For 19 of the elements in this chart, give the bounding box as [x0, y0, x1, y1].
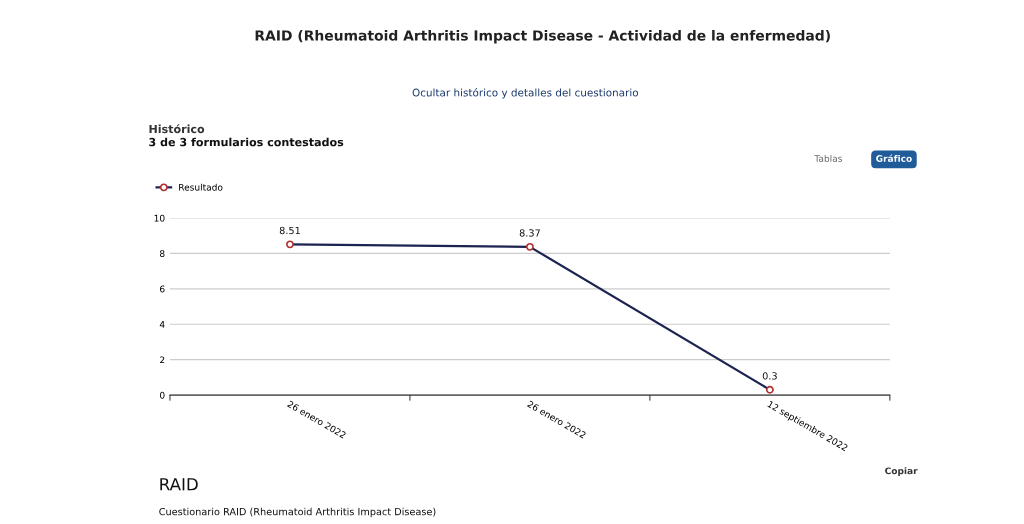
text: Cuestionario RAID (Rheumatoid Arthritis Impact Disease) — [159, 507, 436, 518]
y-tick-label: 10 — [154, 214, 165, 222]
y-tick-label: 4 — [159, 321, 165, 328]
chart-title: RAID (Rheumatoid Arthritis Impact Disease - Actividad de la enfermedad) — [255, 29, 830, 44]
text: Copiar — [885, 467, 918, 476]
chart-subtitle: Histórico — [149, 124, 205, 134]
y-tick-label: 2 — [160, 356, 165, 364]
text: 3 de 3 formularios contestados — [149, 137, 344, 147]
data-label: 0.3 — [762, 372, 777, 380]
text: Tablas — [814, 154, 842, 162]
y-tick-label: 8 — [159, 250, 165, 257]
y-tick-label: 6 — [160, 285, 165, 293]
text: Ocultar histórico y detalles del cuestionario — [412, 88, 639, 99]
text: RAID — [160, 478, 198, 491]
data-label: 8.51 — [279, 226, 300, 235]
text: Gráfico — [876, 154, 912, 162]
y-tick-label: 0 — [159, 391, 165, 399]
data-label: 8.37 — [519, 229, 540, 237]
legend-label: Resultado — [179, 183, 223, 191]
